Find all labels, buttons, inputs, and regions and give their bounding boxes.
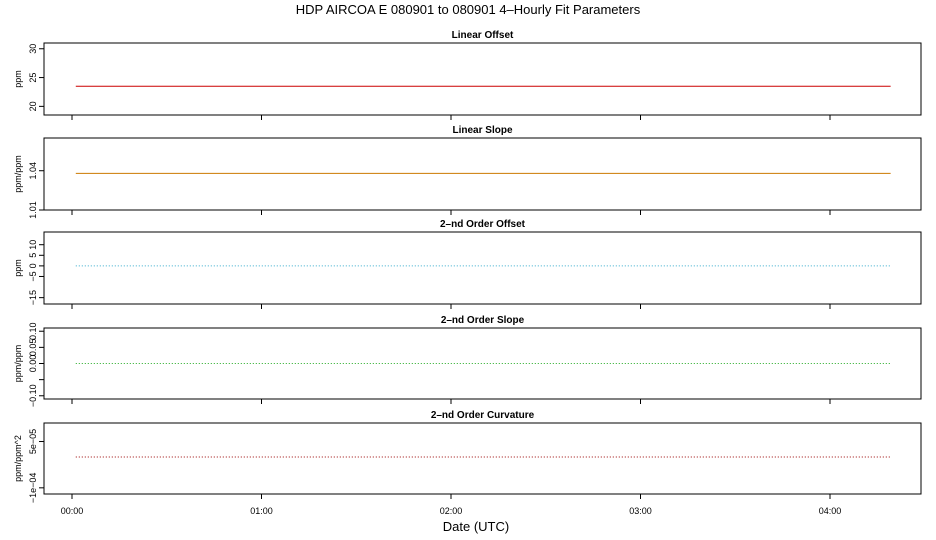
panel-title: Linear Slope <box>452 125 512 136</box>
x-tick-label: 00:00 <box>61 506 84 516</box>
x-tick-label: 03:00 <box>629 506 652 516</box>
y-tick-label: 0.10 <box>28 322 38 340</box>
y-tick-label: 20 <box>28 101 38 111</box>
y-tick-label: −0.10 <box>28 384 38 407</box>
x-tick-label: 02:00 <box>440 506 463 516</box>
y-tick-label: 25 <box>28 73 38 83</box>
y-tick-label: −5 <box>28 271 38 281</box>
x-axis-label: Date (UTC) <box>443 519 509 534</box>
panel-5: 2–nd Order Curvature ppm/ppm^2 −1e−04 5e−05 <box>13 410 922 504</box>
y-tick-label: −1e−04 <box>28 473 38 504</box>
chart-title: HDP AIRCOA E 080901 to 080901 4–Hourly F… <box>296 2 641 17</box>
y-tick-label: 10 <box>28 240 38 250</box>
y-axis-label: ppm/ppm <box>13 155 23 193</box>
panel-2: Linear Slope ppm/ppm 1.01 1.04 <box>13 125 922 219</box>
y-tick-label: 0.00 <box>28 355 38 373</box>
panel-title: 2–nd Order Slope <box>441 315 525 326</box>
y-axis-label: ppm/ppm <box>13 345 23 383</box>
y-tick-label: 1.04 <box>28 162 38 180</box>
y-tick-label: 5 <box>28 253 38 258</box>
plot-frame <box>43 42 922 116</box>
plot-frame <box>43 231 922 305</box>
y-tick-label: 5e−05 <box>28 429 38 454</box>
panel-4: 2–nd Order Slope ppm/ppm −0.10 0.000.050.10 <box>13 315 922 407</box>
y-tick-label: −15 <box>28 290 38 305</box>
panel-3: 2–nd Order Offset ppm −15 −5 0 5 10 <box>13 219 922 309</box>
y-tick-label: 1.01 <box>28 201 38 219</box>
y-axis-label: ppm/ppm^2 <box>13 435 23 482</box>
x-axis: 00:00 01:00 02:00 03:00 04:00 <box>61 506 842 516</box>
y-tick-label: 0 <box>28 263 38 268</box>
y-axis-label: ppm <box>13 259 23 277</box>
panel-title: 2–nd Order Offset <box>440 219 526 230</box>
y-axis-label: ppm <box>13 70 23 88</box>
x-tick-label: 04:00 <box>819 506 842 516</box>
y-tick-label: 30 <box>28 44 38 54</box>
panel-1: Linear Offset ppm 20 25 30 <box>13 30 922 120</box>
y-tick-label: 0.05 <box>28 339 38 357</box>
plot-frame <box>43 137 922 211</box>
panels-group: Linear Offset ppm 20 25 30 Linear Slope ppm/pp… <box>13 30 922 504</box>
x-tick-label: 01:00 <box>250 506 273 516</box>
panel-title: 2–nd Order Curvature <box>431 410 535 421</box>
plot-frame <box>43 422 922 495</box>
panel-title: Linear Offset <box>452 30 514 41</box>
